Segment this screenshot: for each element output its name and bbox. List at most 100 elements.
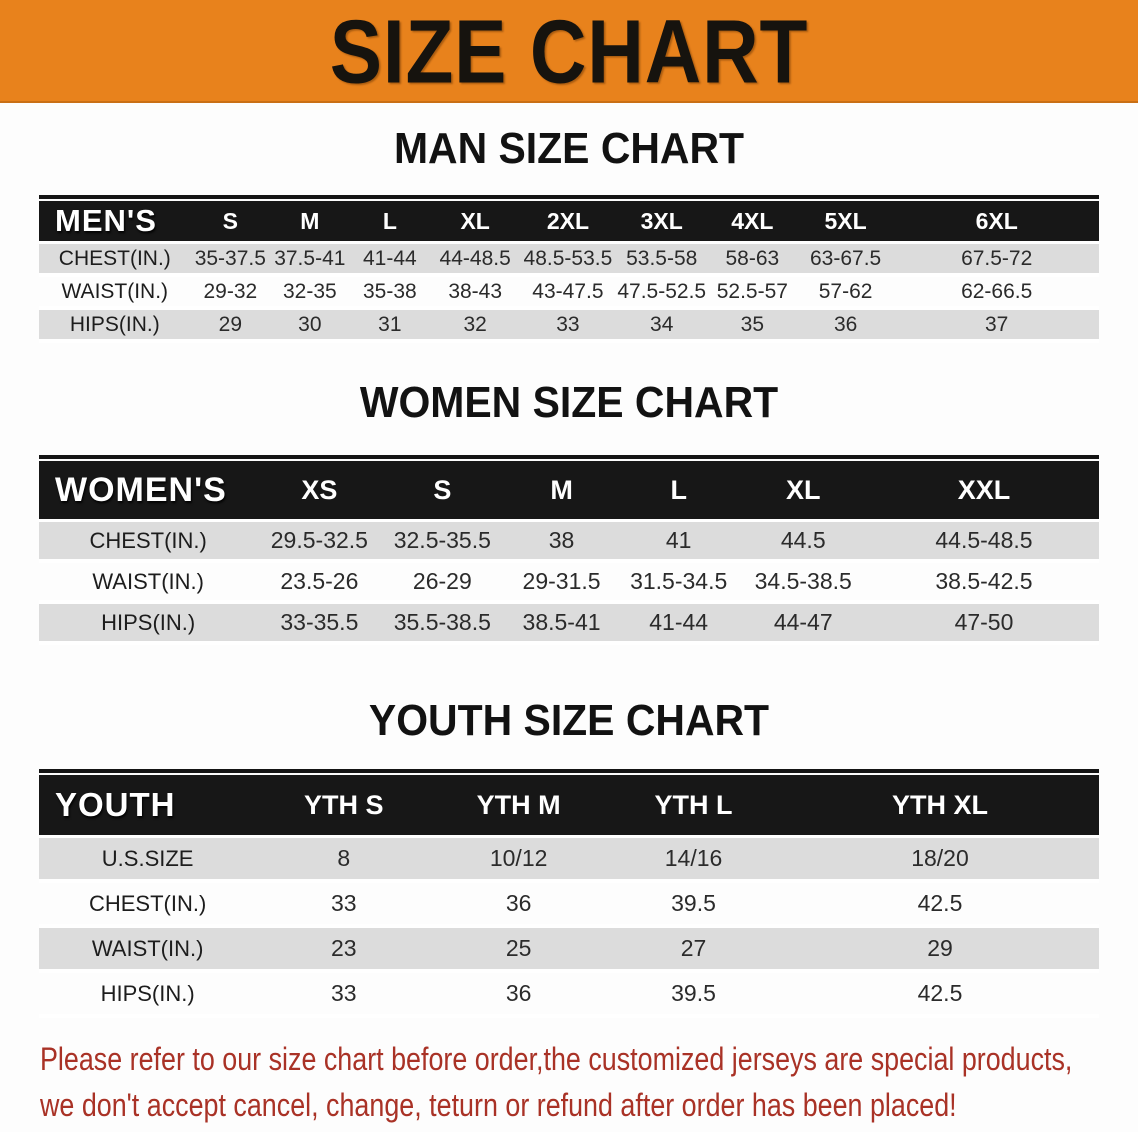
table-cell: 39.5 — [606, 883, 781, 928]
header-row-men: MEN'S S M L XL 2XL 3XL 4XL 5XL 6XL — [39, 199, 1099, 244]
table-cell: 36 — [431, 973, 607, 1018]
table-cell: 29 — [190, 310, 271, 343]
table-row: HIPS(IN.) 33-35.5 35.5-38.5 38.5-41 41-44 44-… — [39, 604, 1099, 645]
row-label: HIPS(IN.) — [39, 973, 257, 1018]
table-cell: 35.5-38.5 — [381, 604, 504, 645]
table-cell: 58-63 — [707, 244, 797, 277]
size-table-men: MEN'S S M L XL 2XL 3XL 4XL 5XL 6XL CHEST(IN.) 35-37… — [39, 195, 1099, 343]
table-cell: 44-47 — [737, 604, 869, 645]
table-cell: 27 — [606, 928, 781, 973]
row-label: CHEST(IN.) — [39, 244, 191, 277]
column-header: YTH L — [606, 773, 781, 838]
table-cell: 8 — [256, 838, 432, 883]
column-header: 4XL — [707, 199, 797, 244]
table-row: CHEST(IN.) 33 36 39.5 42.5 — [39, 883, 1099, 928]
table-cell: 36 — [431, 883, 607, 928]
table-cell: 41-44 — [349, 244, 431, 277]
table-cell: 30 — [270, 310, 350, 343]
section-title-youth: YOUTH SIZE CHART — [368, 696, 770, 745]
table-cell: 42.5 — [780, 883, 1099, 928]
table-cell: 38.5-41 — [503, 604, 620, 645]
footer-note-line-1: Please refer to our size chart before or… — [40, 1041, 1073, 1077]
table-cell: 32 — [430, 310, 521, 343]
table-cell: 41 — [619, 522, 738, 563]
column-header: 6XL — [894, 199, 1099, 244]
section-title-women: WOMEN SIZE CHART — [359, 378, 779, 427]
table-header-label-youth: YOUTH — [39, 773, 257, 838]
row-label: CHEST(IN.) — [39, 522, 258, 563]
table-cell: 62-66.5 — [894, 277, 1099, 310]
footer-note-line-2: we don't accept cancel, change, teturn o… — [40, 1087, 957, 1123]
table-row: WAIST(IN.) 23.5-26 26-29 29-31.5 31.5-34.5 34… — [39, 563, 1099, 604]
table-cell: 31 — [349, 310, 431, 343]
column-header: L — [349, 199, 431, 244]
table-cell: 10/12 — [431, 838, 607, 883]
table-cell: 44-48.5 — [430, 244, 521, 277]
table-cell: 38 — [503, 522, 620, 563]
row-label: CHEST(IN.) — [39, 883, 257, 928]
table-cell: 41-44 — [619, 604, 738, 645]
column-header: XXL — [868, 459, 1099, 522]
row-label: WAIST(IN.) — [39, 277, 191, 310]
column-header: YTH M — [431, 773, 607, 838]
table-cell: 44.5-48.5 — [868, 522, 1099, 563]
table-cell: 23.5-26 — [257, 563, 382, 604]
table-cell: 67.5-72 — [894, 244, 1099, 277]
size-chart-banner: SIZE CHART — [0, 0, 1138, 103]
table-row: U.S.SIZE 8 10/12 14/16 18/20 — [39, 838, 1099, 883]
table-cell: 44.5 — [737, 522, 869, 563]
table-cell: 18/20 — [780, 838, 1099, 883]
header-row-women: WOMEN'S XS S M L XL XXL — [39, 459, 1099, 522]
section-title-men: MAN SIZE CHART — [393, 124, 745, 173]
table-row: WAIST(IN.) 23 25 27 29 — [39, 928, 1099, 973]
table-cell: 29-31.5 — [503, 563, 620, 604]
table-row: CHEST(IN.) 35-37.5 37.5-41 41-44 44-48.5 48.5… — [39, 244, 1099, 277]
column-header: L — [619, 459, 738, 522]
table-cell: 29 — [780, 928, 1099, 973]
table-cell: 43-47.5 — [520, 277, 616, 310]
table-cell: 37 — [894, 310, 1099, 343]
table-cell: 29.5-32.5 — [257, 522, 382, 563]
table-cell: 39.5 — [606, 973, 781, 1018]
table-cell: 57-62 — [796, 277, 895, 310]
column-header: YTH XL — [780, 773, 1099, 838]
table-cell: 47-50 — [868, 604, 1099, 645]
table-cell: 52.5-57 — [707, 277, 797, 310]
column-header: S — [381, 459, 504, 522]
column-header: YTH S — [256, 773, 432, 838]
table-row: HIPS(IN.) 33 36 39.5 42.5 — [39, 973, 1099, 1018]
column-header: XL — [430, 199, 521, 244]
table-row: CHEST(IN.) 29.5-32.5 32.5-35.5 38 41 44.5 44.5… — [39, 522, 1099, 563]
row-label: HIPS(IN.) — [39, 310, 191, 343]
table-cell: 14/16 — [606, 838, 781, 883]
column-header: XL — [737, 459, 869, 522]
table-cell: 29-32 — [190, 277, 271, 310]
table-cell: 48.5-53.5 — [520, 244, 616, 277]
size-table-women: WOMEN'S XS S M L XL XXL CHEST(IN.) 29.5-32.5 32.5… — [39, 455, 1099, 645]
table-cell: 35 — [707, 310, 797, 343]
table-cell: 26-29 — [381, 563, 504, 604]
table-cell: 47.5-52.5 — [615, 277, 708, 310]
column-header: XS — [257, 459, 382, 522]
table-row: WAIST(IN.) 29-32 32-35 35-38 38-43 43-47.5 47.… — [39, 277, 1099, 310]
banner-title: SIZE CHART — [329, 0, 809, 102]
table-cell: 63-67.5 — [796, 244, 895, 277]
column-header: M — [270, 199, 350, 244]
table-cell: 38.5-42.5 — [868, 563, 1099, 604]
table-cell: 35-38 — [349, 277, 431, 310]
table-cell: 38-43 — [430, 277, 521, 310]
footer-note: Please refer to our size chart before or… — [40, 1036, 1138, 1128]
table-cell: 31.5-34.5 — [619, 563, 738, 604]
table-row: HIPS(IN.) 29 30 31 32 33 34 35 36 37 — [39, 310, 1099, 343]
table-header-label-men: MEN'S — [39, 199, 191, 244]
header-row-youth: YOUTH YTH S YTH M YTH L YTH XL — [39, 773, 1099, 838]
table-cell: 33 — [520, 310, 616, 343]
column-header: 3XL — [615, 199, 708, 244]
table-cell: 33 — [256, 883, 432, 928]
table-header-label-women: WOMEN'S — [39, 459, 258, 522]
table-cell: 33 — [256, 973, 432, 1018]
table-cell: 42.5 — [780, 973, 1099, 1018]
table-cell: 23 — [256, 928, 432, 973]
row-label: HIPS(IN.) — [39, 604, 258, 645]
row-label: WAIST(IN.) — [39, 563, 258, 604]
